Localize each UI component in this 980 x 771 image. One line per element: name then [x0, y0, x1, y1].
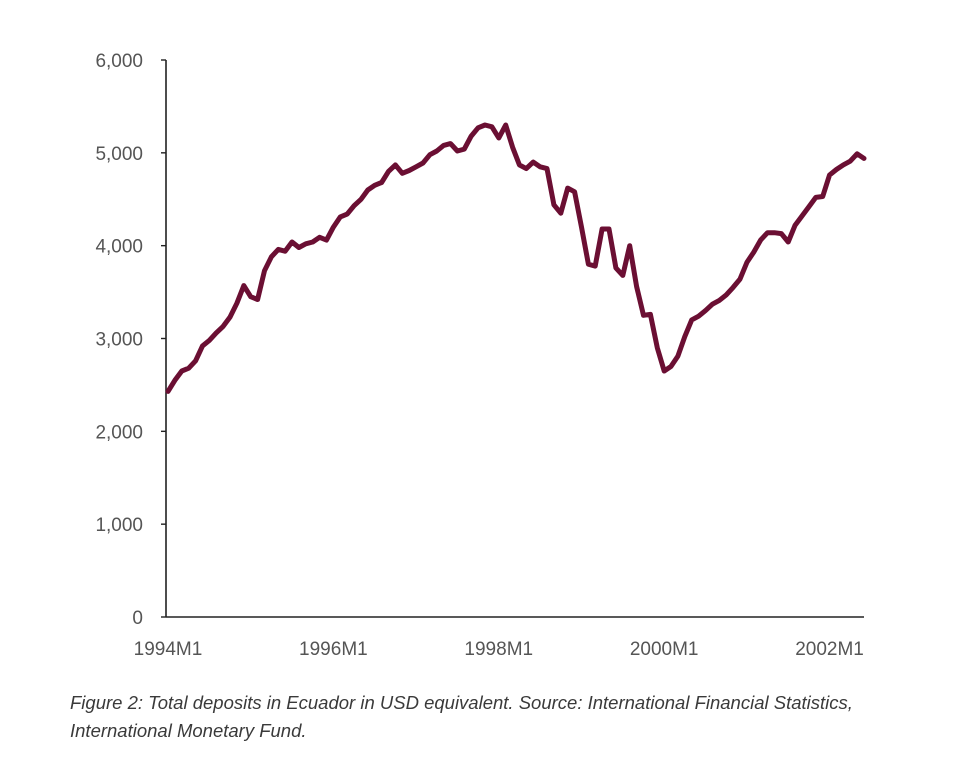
y-tick-label: 1,000 [95, 515, 143, 536]
y-tick-label: 0 [132, 608, 143, 629]
x-tick-label: 1994M1 [134, 639, 203, 660]
y-tick-label: 4,000 [95, 237, 143, 258]
y-axis-ticks [161, 59, 166, 618]
y-tick-label: 3,000 [95, 330, 143, 351]
x-tick-label: 1998M1 [464, 639, 533, 660]
y-tick-label: 6,000 [95, 51, 143, 72]
y-tick-label: 2,000 [95, 422, 143, 443]
x-tick-label: 1996M1 [299, 639, 368, 660]
y-tick-label: 5,000 [95, 144, 143, 165]
figure-caption: Figure 2: Total deposits in Ecuador in U… [70, 692, 853, 741]
x-tick-label: 2002M1 [795, 639, 864, 660]
y-axis-tick-labels: 0 1,000 2,000 3,000 4,000 5,000 6,000 [95, 51, 143, 629]
series-line-total-deposits [165, 122, 867, 394]
x-tick-label: 2000M1 [630, 639, 699, 660]
x-axis-tick-labels: 1994M1 1996M1 1998M1 2000M1 2002M1 [134, 639, 864, 660]
